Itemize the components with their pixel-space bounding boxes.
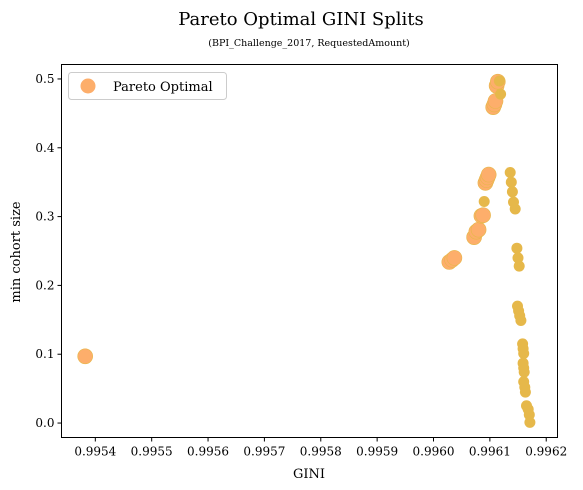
data-point (511, 242, 523, 254)
data-point (518, 366, 530, 378)
data-point (504, 167, 516, 178)
y-tick-label: 0.1 (35, 347, 54, 361)
legend-marker (80, 78, 96, 94)
data-point (470, 221, 487, 238)
data-point (446, 250, 463, 266)
chart-title: Pareto Optimal GINI Splits (178, 9, 424, 30)
data-points (77, 73, 536, 428)
data-point (478, 196, 490, 207)
data-point (524, 416, 536, 428)
x-tick-label: 0.9961 (469, 445, 511, 459)
y-tick-label: 0.3 (35, 210, 54, 224)
data-point (493, 75, 505, 87)
data-point (480, 166, 497, 183)
chart-subtitle: (BPI_Challenge_2017, RequestedAmount) (208, 38, 409, 49)
plot-frame (61, 64, 558, 438)
legend-label: Pareto Optimal (113, 80, 213, 95)
x-tick-label: 0.9959 (356, 445, 398, 459)
x-tick-label: 0.9960 (413, 445, 455, 459)
x-tick-label: 0.9962 (525, 445, 567, 459)
y-tick-label: 0.5 (35, 72, 54, 86)
data-point (77, 348, 93, 365)
data-point (518, 348, 530, 359)
data-point (505, 176, 517, 188)
x-tick-label: 0.9957 (243, 445, 285, 459)
x-axis-label: GINI (293, 467, 325, 482)
x-tick-label: 0.9955 (131, 445, 173, 459)
data-point (475, 207, 491, 223)
y-tick-label: 0.4 (35, 141, 54, 155)
legend: Pareto Optimal (68, 72, 227, 100)
data-point (495, 88, 507, 100)
data-point (513, 260, 525, 272)
data-point (506, 186, 518, 198)
data-point (509, 203, 521, 215)
legend-box (68, 72, 227, 100)
y-tick-label: 0.0 (35, 416, 54, 430)
data-point (519, 386, 531, 398)
y-axis-label: min cohort size (9, 201, 24, 303)
data-point (515, 315, 527, 326)
y-tick-label: 0.2 (35, 278, 54, 292)
y-axis-ticks: 0.0 0.1 0.2 0.3 0.4 0.5 (35, 72, 62, 430)
data-point (512, 252, 524, 264)
x-tick-label: 0.9956 (187, 445, 229, 459)
x-tick-label: 0.9958 (300, 445, 342, 459)
x-axis-ticks: 0.9954 0.9955 0.9956 0.9957 0.9958 0.9959 0.99… (74, 437, 567, 459)
x-tick-label: 0.9954 (74, 445, 116, 459)
